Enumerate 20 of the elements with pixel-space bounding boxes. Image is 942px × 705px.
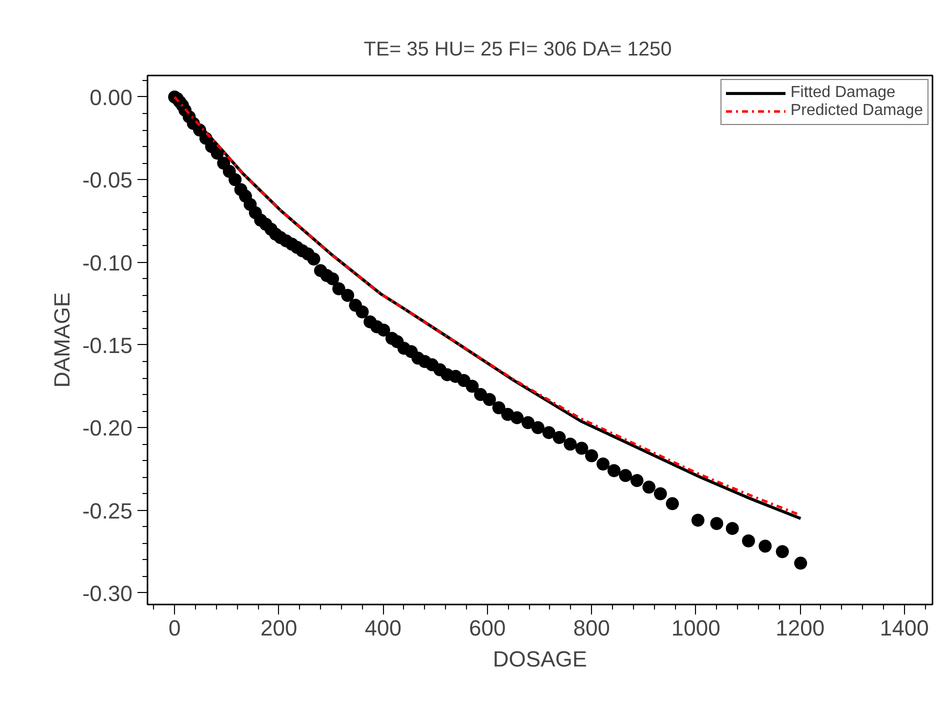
x-tick-label: 200: [260, 616, 298, 640]
y-axis-title: DAMAGE: [49, 292, 74, 388]
y-tick-label: -0.05: [82, 168, 133, 193]
x-tick-label: 1000: [671, 616, 720, 640]
legend-label: Fitted Damage: [790, 84, 896, 102]
x-tick-label: 1400: [880, 616, 929, 640]
chart-title: TE= 35 HU= 25 FI= 306 DA= 1250: [364, 38, 672, 60]
y-tick-label: -0.20: [82, 416, 133, 441]
legend-label: Predicted Damage: [790, 102, 923, 120]
y-tick-label: -0.15: [82, 332, 133, 358]
y-tick-label: -0.30: [82, 580, 133, 606]
x-tick-label: 1200: [776, 616, 825, 640]
x-tick-label: 800: [573, 616, 610, 640]
y-tick-label: -0.25: [82, 498, 133, 524]
x-tick-label: 400: [364, 616, 402, 640]
x-tick-label: 0: [168, 616, 181, 640]
x-tick-label: 600: [469, 616, 506, 640]
y-tick-label: 0.00: [90, 84, 133, 110]
x-axis-title: DOSAGE: [492, 646, 588, 672]
y-tick-label: -0.10: [82, 250, 133, 276]
